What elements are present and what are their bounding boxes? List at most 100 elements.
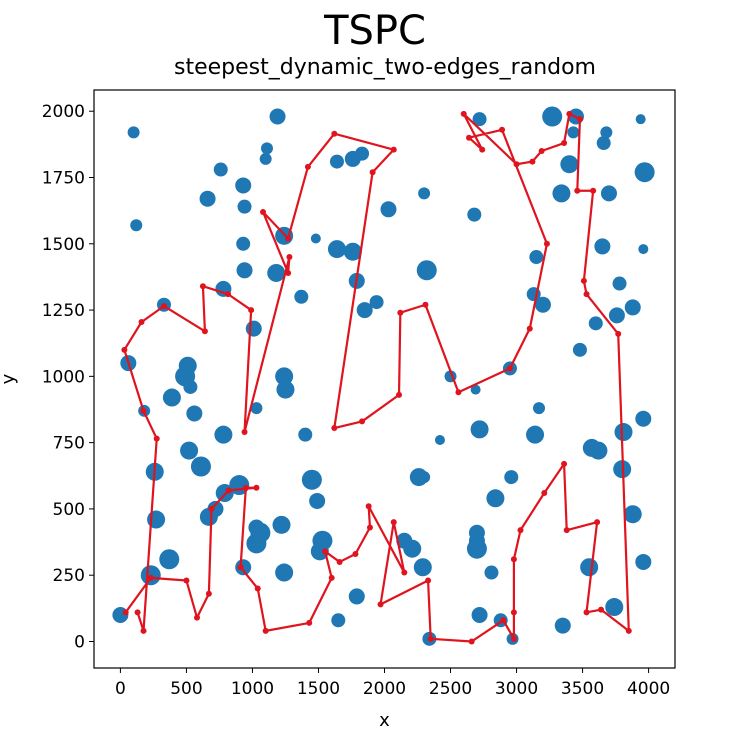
data-point: [635, 553, 652, 570]
route-node: [336, 558, 343, 565]
data-point: [416, 260, 437, 281]
x-tick-label: 2500: [429, 679, 472, 699]
route-node: [543, 240, 550, 247]
data-point: [580, 558, 599, 577]
route-node: [331, 425, 338, 432]
data-point: [236, 262, 253, 279]
route-node: [468, 638, 475, 645]
data-point: [369, 295, 384, 310]
data-point: [413, 558, 432, 577]
y-tick-label: 0: [74, 632, 85, 652]
route-node: [242, 484, 249, 491]
y-tick-label: 2000: [42, 102, 85, 122]
data-point: [130, 219, 143, 232]
route-node: [455, 389, 462, 396]
data-point: [596, 136, 611, 151]
data-point: [250, 522, 271, 543]
route-node: [153, 435, 160, 442]
data-point: [638, 244, 649, 255]
data-point: [635, 114, 646, 125]
route-node: [248, 307, 255, 314]
route-node: [328, 574, 335, 581]
route-node: [580, 277, 587, 284]
route-node: [598, 606, 605, 613]
route-node: [513, 161, 520, 168]
route-node: [526, 325, 533, 332]
route-node: [422, 301, 429, 308]
route-node: [425, 577, 432, 584]
data-point: [470, 420, 489, 439]
route-node: [199, 283, 206, 290]
route-node: [201, 328, 208, 335]
route-node: [121, 346, 128, 353]
data-point: [329, 154, 344, 169]
y-tick-label: 1750: [42, 168, 85, 188]
data-point: [159, 549, 180, 570]
data-point: [589, 441, 608, 460]
data-point: [572, 342, 587, 357]
data-point: [237, 199, 252, 214]
route-node: [134, 609, 141, 616]
data-point: [356, 302, 373, 319]
route-node: [396, 391, 403, 398]
route-node: [517, 527, 524, 534]
data-point: [418, 471, 431, 484]
data-point: [608, 307, 625, 324]
route-node: [390, 146, 397, 153]
data-point: [272, 515, 291, 534]
route-node: [583, 609, 590, 616]
data-point: [348, 588, 365, 605]
x-tick-label: 3000: [495, 679, 538, 699]
route-node: [262, 627, 269, 634]
route-node: [359, 418, 366, 425]
data-point: [190, 456, 211, 477]
route-node: [306, 619, 313, 626]
route-node: [365, 503, 372, 510]
route-node: [241, 429, 248, 436]
data-point: [594, 238, 611, 255]
data-point: [529, 250, 544, 265]
route-node: [193, 614, 200, 621]
data-point: [213, 162, 228, 177]
route-node: [561, 140, 568, 147]
x-axis-label: x: [379, 710, 390, 731]
data-point: [605, 598, 624, 617]
route-node: [466, 134, 473, 141]
y-tick-label: 250: [53, 566, 85, 586]
route-node: [140, 627, 147, 634]
y-tick-label: 1000: [42, 367, 85, 387]
ticks-layer: 0 500 1000 1500 2000 2500 3000 3500 4000 0 250 500 7…: [42, 102, 670, 699]
route-node: [510, 609, 517, 616]
points-layer: [112, 106, 655, 646]
route-node: [529, 158, 536, 165]
data-point: [614, 423, 633, 442]
data-point: [542, 106, 563, 127]
data-point: [331, 613, 346, 628]
route-node: [390, 519, 397, 526]
data-point: [623, 505, 642, 524]
data-point: [418, 187, 431, 200]
route-node: [427, 635, 434, 642]
data-point: [612, 276, 627, 291]
data-point: [309, 492, 326, 509]
x-tick-label: 4000: [627, 679, 670, 699]
data-point: [534, 296, 551, 313]
x-tick-label: 2000: [363, 679, 406, 699]
y-tick-label: 500: [53, 500, 85, 520]
route-node: [304, 163, 311, 170]
route-node: [615, 330, 622, 337]
chart-title: TSPC: [324, 8, 426, 54]
data-point: [484, 565, 499, 580]
data-point: [486, 489, 505, 508]
data-point: [600, 185, 617, 202]
data-point: [214, 425, 233, 444]
route-node: [183, 577, 190, 584]
route-node: [160, 303, 167, 310]
data-point: [600, 126, 613, 139]
route-node: [594, 519, 601, 526]
data-point: [310, 542, 329, 561]
x-tick-label: 3500: [561, 679, 604, 699]
data-point: [162, 388, 181, 407]
route-node: [254, 585, 261, 592]
